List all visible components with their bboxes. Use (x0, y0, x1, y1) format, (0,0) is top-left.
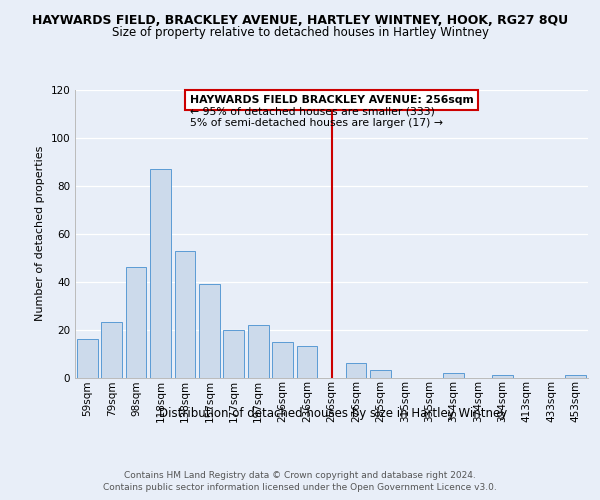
Text: 5% of semi-detached houses are larger (17) →: 5% of semi-detached houses are larger (1… (190, 118, 443, 128)
Text: Distribution of detached houses by size in Hartley Wintney: Distribution of detached houses by size … (159, 408, 507, 420)
Bar (175, 250, 196, 378)
Bar (150, 169, 171, 378)
Bar (125, 268, 146, 378)
Bar (296, 346, 317, 378)
Bar (77, 339, 98, 378)
Bar (223, 330, 244, 378)
Bar (443, 372, 464, 378)
Bar (272, 342, 293, 378)
Text: HAYWARDS FIELD, BRACKLEY AVENUE, HARTLEY WINTNEY, HOOK, RG27 8QU: HAYWARDS FIELD, BRACKLEY AVENUE, HARTLEY… (32, 14, 568, 27)
Bar (199, 284, 220, 378)
Bar (101, 322, 122, 378)
Text: ← 95% of detached houses are smaller (333): ← 95% of detached houses are smaller (33… (190, 106, 434, 117)
Bar (492, 375, 513, 378)
Text: Contains HM Land Registry data © Crown copyright and database right 2024.: Contains HM Land Registry data © Crown c… (124, 471, 476, 480)
Bar (248, 325, 269, 378)
Text: Size of property relative to detached houses in Hartley Wintney: Size of property relative to detached ho… (112, 26, 488, 39)
Bar (565, 375, 586, 378)
Bar (370, 370, 391, 378)
Y-axis label: Number of detached properties: Number of detached properties (35, 146, 45, 322)
Text: Contains public sector information licensed under the Open Government Licence v3: Contains public sector information licen… (103, 483, 497, 492)
Bar (346, 363, 367, 378)
Text: HAYWARDS FIELD BRACKLEY AVENUE: 256sqm: HAYWARDS FIELD BRACKLEY AVENUE: 256sqm (190, 95, 473, 105)
